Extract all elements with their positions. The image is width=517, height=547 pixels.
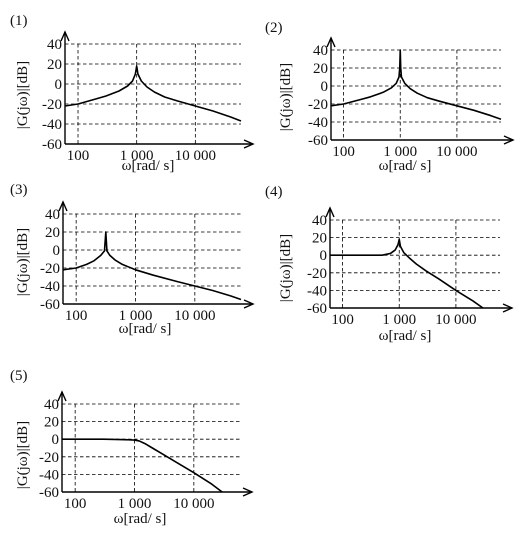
y-tick-label: 40 bbox=[45, 207, 60, 223]
x-tick-label: 1 000 bbox=[382, 312, 416, 328]
panel-label: (1) bbox=[10, 13, 28, 29]
y-tick-label: -60 bbox=[40, 297, 60, 313]
x-tick-label: 10 000 bbox=[175, 148, 216, 164]
panel-label: (3) bbox=[10, 182, 28, 198]
y-axis-arrow bbox=[57, 390, 67, 402]
x-tick-label: 100 bbox=[64, 496, 87, 512]
y-axis-arrow bbox=[60, 30, 70, 42]
y-tick-label: 0 bbox=[320, 248, 328, 264]
y-tick-label: 40 bbox=[44, 397, 59, 413]
series-line bbox=[62, 438, 223, 493]
x-tick-label: 100 bbox=[67, 148, 90, 164]
y-tick-label: 20 bbox=[313, 61, 328, 77]
y-tick-label: -40 bbox=[39, 467, 59, 483]
x-axis-arrow bbox=[503, 135, 515, 145]
x-tick-label: 100 bbox=[332, 144, 355, 160]
y-tick-label: -20 bbox=[307, 266, 327, 282]
x-axis-arrow bbox=[243, 139, 255, 149]
y-tick-label: 0 bbox=[321, 79, 329, 95]
x-axis-arrow bbox=[502, 303, 514, 313]
y-tick-label: 40 bbox=[47, 37, 62, 53]
y-tick-label: 40 bbox=[312, 213, 327, 229]
y-tick-label: 20 bbox=[45, 225, 60, 241]
x-tick-label: 10 000 bbox=[436, 144, 477, 160]
series-line bbox=[62, 231, 242, 301]
x-tick-label: 1 000 bbox=[119, 308, 153, 324]
x-axis-arrow bbox=[242, 487, 254, 497]
y-tick-label: -40 bbox=[42, 117, 62, 133]
panel-label: (4) bbox=[265, 184, 283, 200]
y-axis-label: |G(jω)|[dB] bbox=[15, 421, 31, 489]
y-tick-label: 40 bbox=[313, 43, 328, 59]
chart-panel-5: (5) 40 200 -20-40 -60 100 1 000 10 000 |G(jω)|[d… bbox=[10, 368, 254, 527]
x-tick-label: 100 bbox=[65, 308, 88, 324]
y-axis-label: |G(jω)|[dB] bbox=[15, 61, 31, 129]
y-tick-label: 20 bbox=[47, 57, 62, 73]
y-axis-arrow bbox=[58, 200, 68, 212]
x-axis-label: ω[rad/ s] bbox=[119, 321, 172, 337]
y-axis-arrow bbox=[326, 36, 336, 48]
y-tick-label: 20 bbox=[44, 415, 59, 431]
y-tick-label: 0 bbox=[52, 432, 60, 448]
x-tick-label: 1 000 bbox=[383, 144, 417, 160]
y-tick-label: -40 bbox=[40, 279, 60, 295]
y-tick-label: -40 bbox=[308, 115, 328, 131]
y-tick-label: -20 bbox=[39, 450, 59, 466]
x-axis-label: ω[rad/ s] bbox=[379, 328, 432, 344]
y-tick-label: -60 bbox=[307, 301, 327, 317]
x-tick-label: 1 000 bbox=[118, 496, 152, 512]
x-axis-label: ω[rad/ s] bbox=[114, 511, 167, 527]
y-tick-label: -20 bbox=[42, 97, 62, 113]
x-axis-label: ω[rad/ s] bbox=[379, 158, 432, 174]
series-line bbox=[64, 65, 242, 122]
y-tick-label: -20 bbox=[40, 261, 60, 277]
chart-panel-3: (3) 40 20 0 -20 -40 -60 100 1 000 10 000 |G(jω)|[d… bbox=[10, 182, 255, 337]
y-tick-label: -60 bbox=[308, 133, 328, 149]
y-tick-label: -60 bbox=[42, 137, 62, 153]
x-tick-label: 10 000 bbox=[174, 308, 215, 324]
y-tick-label: 0 bbox=[55, 77, 63, 93]
x-tick-label: 1 000 bbox=[120, 148, 154, 164]
y-tick-label: -20 bbox=[308, 97, 328, 113]
x-tick-label: 10 000 bbox=[435, 312, 476, 328]
chart-panel-1: (1) 40 20 0 -20 -40 -60 100 1 000 10 000 |G(jω)|[d… bbox=[10, 13, 255, 174]
x-tick-label: 10 000 bbox=[173, 496, 214, 512]
panel-label: (2) bbox=[265, 20, 283, 36]
y-axis-label: |G(jω)|[dB] bbox=[278, 234, 294, 302]
x-axis-arrow bbox=[243, 299, 255, 309]
y-axis-label: |G(jω)|[dB] bbox=[15, 228, 31, 296]
x-axis-label: ω[rad/ s] bbox=[122, 158, 175, 174]
panel-label: (5) bbox=[10, 368, 28, 384]
series-line bbox=[330, 238, 484, 309]
y-axis-label: |G(jω)|[dB] bbox=[278, 63, 294, 131]
y-tick-label: -60 bbox=[39, 485, 59, 501]
x-tick-label: 100 bbox=[331, 312, 354, 328]
y-tick-label: 0 bbox=[53, 243, 61, 259]
y-axis-arrow bbox=[325, 206, 335, 218]
series-line bbox=[330, 49, 502, 121]
y-tick-label: 20 bbox=[312, 231, 327, 247]
y-tick-label: -40 bbox=[307, 283, 327, 299]
